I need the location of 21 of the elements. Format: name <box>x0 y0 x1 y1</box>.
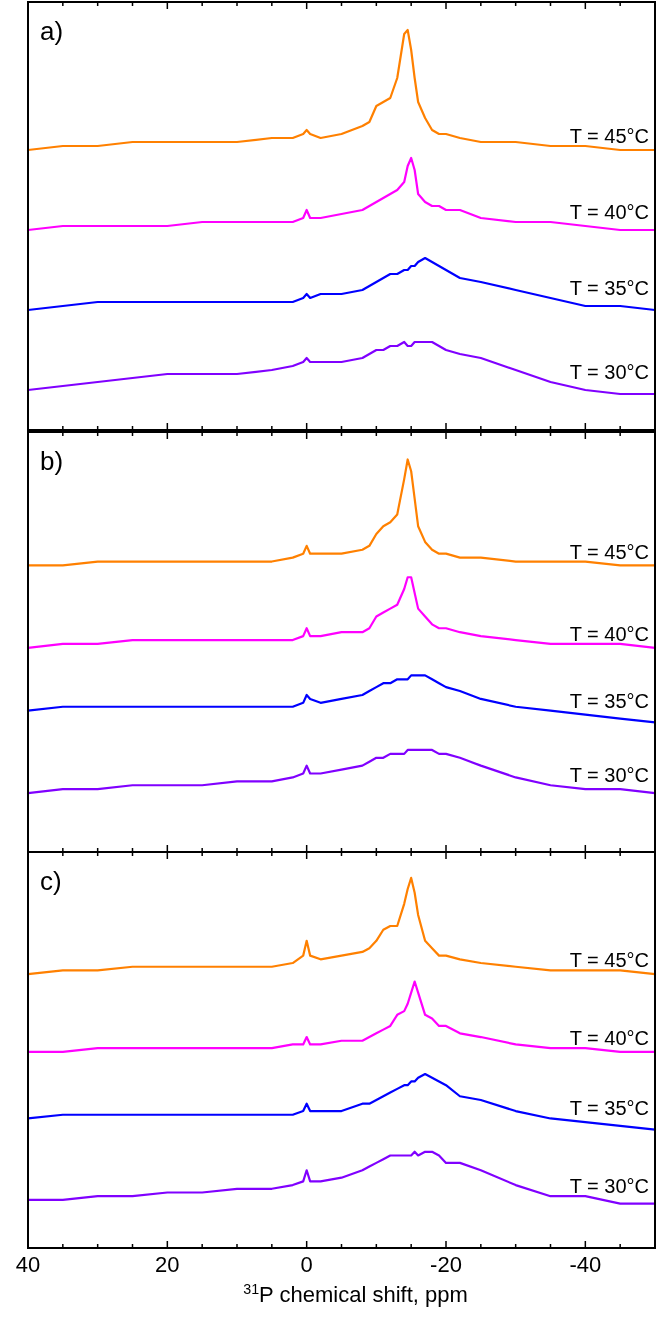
series-label: T = 35°C <box>569 689 649 712</box>
x-tick-label: 20 <box>155 1252 180 1277</box>
series-label: T = 30°C <box>569 1175 649 1198</box>
series-label: T = 45°C <box>569 949 649 972</box>
series-label: T = 30°C <box>569 764 649 787</box>
chart-title: a) <box>40 16 64 46</box>
series-label: T = 30°C <box>569 361 649 383</box>
series-label: T = 40°C <box>569 201 649 223</box>
x-tick-label: -20 <box>430 1252 462 1277</box>
series-label: T = 40°C <box>569 1027 649 1050</box>
series-label: T = 35°C <box>569 1097 649 1120</box>
series-label: T = 45°C <box>569 125 649 147</box>
series-label: T = 35°C <box>569 277 649 299</box>
x-tick-label: -40 <box>569 1252 602 1277</box>
chart-title: c) <box>40 866 62 896</box>
series-label: T = 40°C <box>569 622 649 645</box>
x-axis-title: $^{31}$P chemical shift, ppm <box>243 1281 468 1307</box>
series-label: T = 45°C <box>569 540 649 563</box>
x-tick-label: 40 <box>15 1252 41 1277</box>
chart-title: b) <box>40 446 64 476</box>
x-tick-label: 0 <box>300 1252 313 1277</box>
